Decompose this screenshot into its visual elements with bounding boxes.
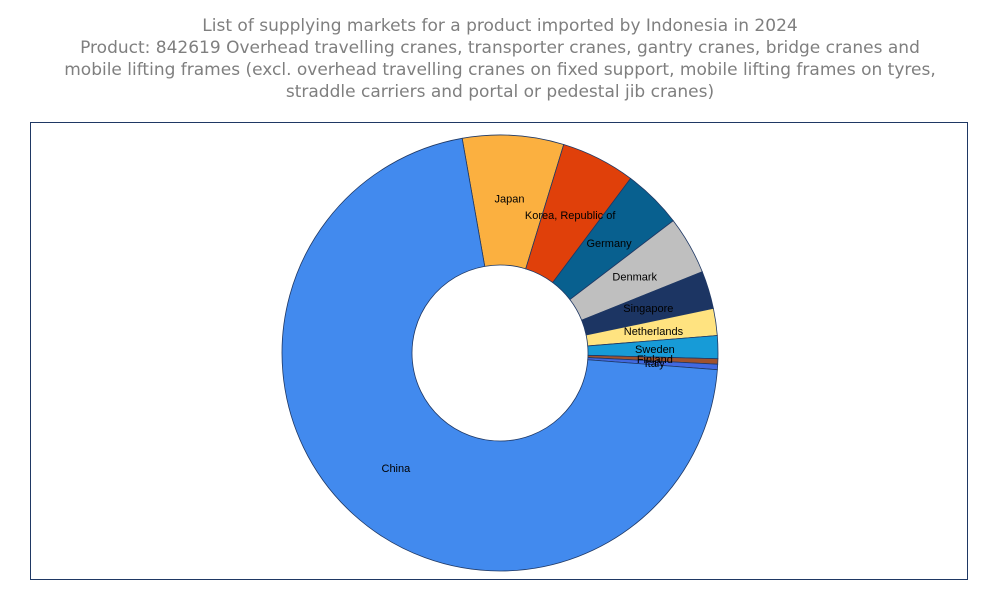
slice-label-sweden: Sweden: [635, 344, 675, 356]
chart-title: List of supplying markets for a product …: [20, 15, 980, 103]
plot-area: Japan Korea, Republic of Germany Denmark Sin…: [30, 122, 968, 580]
chart-title-line-2: Product: 842619 Overhead travelling cran…: [80, 38, 920, 58]
slice-label-italy: Italy: [645, 358, 666, 370]
slice-label-japan: Japan: [494, 193, 524, 205]
slice-label-korea-republic-of: Korea, Republic of: [525, 210, 616, 222]
slice-label-china: China: [382, 463, 412, 475]
slice-label-singapore: Singapore: [623, 303, 673, 315]
slice-label-germany: Germany: [586, 238, 632, 250]
slice-china[interactable]: [281, 137, 718, 572]
chart-title-line-4: straddle carriers and portal or pedestal…: [285, 82, 715, 102]
chart-title-line-1: List of supplying markets for a product …: [202, 16, 798, 36]
slice-label-netherlands: Netherlands: [624, 326, 684, 338]
slice-label-denmark: Denmark: [612, 271, 657, 283]
slice-label-finland: Finland: [637, 354, 673, 366]
chart-title-line-3: mobile lifting frames (excl. overhead tr…: [64, 60, 936, 80]
